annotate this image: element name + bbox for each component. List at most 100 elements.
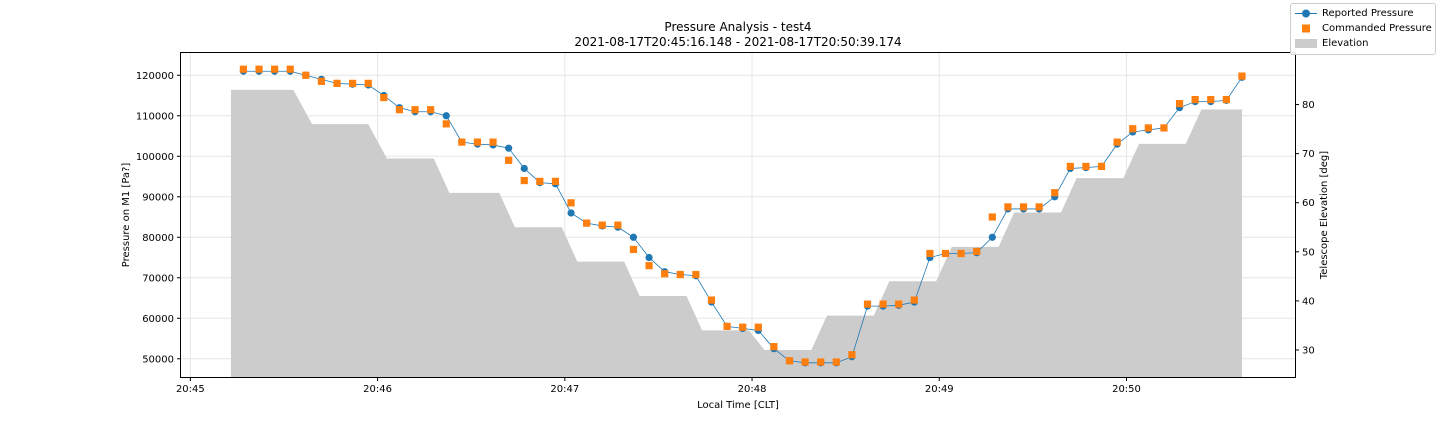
y2-tick-label: 50 xyxy=(1302,247,1315,258)
commanded-pressure-point xyxy=(941,249,950,258)
commanded-pressure-point xyxy=(957,249,965,258)
x-tick-label: 20:49 xyxy=(925,384,954,395)
commanded-pressure-point xyxy=(645,262,653,270)
commanded-pressure-point xyxy=(832,358,840,366)
commanded-pressure-point xyxy=(473,138,482,146)
commanded-pressure-point xyxy=(661,270,669,278)
commanded-pressure-point xyxy=(1035,203,1043,211)
commanded-pressure-point xyxy=(926,249,934,258)
commanded-pressure-point xyxy=(614,221,622,229)
commanded-pressure-point xyxy=(1191,95,1199,104)
commanded-pressure-point xyxy=(598,221,606,229)
chart-subtitle: 2021-08-17T20:45:16.148 - 2021-08-17T20:… xyxy=(574,35,901,49)
commanded-pressure-point xyxy=(1144,124,1152,132)
commanded-pressure-point xyxy=(1222,95,1230,104)
commanded-pressure-point xyxy=(1066,162,1074,170)
commanded-pressure-point xyxy=(1113,138,1121,146)
y-tick-label: 90000 xyxy=(142,192,174,203)
commanded-pressure-point xyxy=(1129,125,1137,133)
commanded-pressure-point xyxy=(817,358,825,366)
series-marker-layer xyxy=(239,65,1246,367)
commanded-pressure-point xyxy=(1175,100,1184,108)
commanded-pressure-point xyxy=(676,270,684,279)
y2-tick-label: 60 xyxy=(1302,198,1315,209)
y-axis-label: Pressure on M1 [Pa?] xyxy=(121,163,132,268)
commanded-pressure-point xyxy=(754,323,762,331)
commanded-pressure-point xyxy=(1082,162,1090,170)
elevation-area xyxy=(230,89,1242,378)
x-axis-label: Local Time [CLT] xyxy=(697,400,779,411)
commanded-pressure-point xyxy=(1051,189,1059,197)
x-tick-label: 20:47 xyxy=(550,384,579,395)
legend-label-elevation: Elevation xyxy=(1322,38,1369,49)
commanded-pressure-point xyxy=(848,351,856,359)
y-tick-label: 120000 xyxy=(136,71,174,82)
y-tick-label: 80000 xyxy=(142,233,174,244)
commanded-pressure-point xyxy=(536,177,544,185)
commanded-pressure-point xyxy=(692,270,700,279)
reported-pressure-point xyxy=(645,253,653,262)
x-tick-label: 20:46 xyxy=(363,384,392,395)
reported-pressure-point xyxy=(567,209,575,217)
reported-pressure-point xyxy=(442,112,450,120)
commanded-pressure-point xyxy=(505,156,513,164)
plot-frame xyxy=(180,52,1296,378)
commanded-pressure-point xyxy=(364,79,372,87)
commanded-pressure-point xyxy=(567,199,575,207)
commanded-pressure-point xyxy=(863,300,872,308)
commanded-pressure-point xyxy=(1019,203,1028,211)
commanded-pressure-point xyxy=(988,213,996,221)
commanded-pressure-point xyxy=(879,300,887,308)
commanded-pressure-point xyxy=(239,65,248,73)
legend-area-swatch xyxy=(1295,39,1317,48)
x-axis-ticks: 20:45 20:46 20:47 20:48 20:49 20:50 xyxy=(176,377,1141,395)
x-tick-label: 20:48 xyxy=(738,384,767,395)
reported-pressure-point xyxy=(505,144,513,152)
commanded-pressure-point xyxy=(520,176,528,185)
legend-square-marker xyxy=(1302,24,1310,33)
x-tick-label: 20:45 xyxy=(176,384,205,395)
commanded-pressure-point xyxy=(1004,203,1012,211)
commanded-pressure-point xyxy=(302,71,310,79)
commanded-pressure-point xyxy=(707,296,716,304)
y-axis-ticks: 50000 60000 70000 80000 90000 100000 110000 120… xyxy=(136,71,181,365)
y-tick-label: 60000 xyxy=(142,314,174,325)
commanded-pressure-point xyxy=(723,322,731,330)
legend-label-commanded: Commanded Pressure xyxy=(1322,23,1432,34)
y2-axis-ticks: 30 40 50 60 70 80 xyxy=(1295,100,1315,357)
commanded-pressure-point xyxy=(1160,124,1168,132)
commanded-pressure-point xyxy=(271,65,279,73)
y-tick-label: 70000 xyxy=(142,273,174,284)
commanded-pressure-point xyxy=(973,247,981,256)
y2-tick-label: 40 xyxy=(1302,296,1315,307)
reported-pressure-point xyxy=(988,233,996,241)
y2-tick-label: 80 xyxy=(1302,100,1315,111)
legend-line-circle-marker xyxy=(1295,9,1317,18)
legend-label-reported: Reported Pressure xyxy=(1322,8,1414,19)
commanded-pressure-point xyxy=(286,65,294,73)
reported-pressure-point xyxy=(520,164,528,173)
y2-tick-label: 30 xyxy=(1302,346,1315,357)
commanded-pressure-point xyxy=(427,106,435,114)
commanded-pressure-point xyxy=(629,245,638,254)
y-tick-label: 110000 xyxy=(136,111,174,122)
commanded-pressure-point xyxy=(801,358,809,366)
commanded-pressure-point xyxy=(333,79,341,87)
commanded-pressure-point xyxy=(349,79,357,87)
y-tick-label: 50000 xyxy=(142,354,174,365)
x-tick-label: 20:50 xyxy=(1112,384,1141,395)
commanded-pressure-point xyxy=(895,300,903,308)
legend: Reported Pressure Commanded Pressure Ele… xyxy=(1290,3,1436,55)
commanded-pressure-point xyxy=(1097,162,1106,170)
commanded-pressure-point xyxy=(395,106,404,114)
chart-title: Pressure Analysis - test4 xyxy=(664,20,811,34)
commanded-pressure-point xyxy=(770,343,778,351)
commanded-pressure-point xyxy=(255,65,263,73)
y2-tick-label: 70 xyxy=(1302,149,1315,160)
commanded-pressure-point xyxy=(785,357,794,365)
commanded-pressure-point xyxy=(739,323,747,331)
commanded-pressure-point xyxy=(489,138,497,146)
commanded-pressure-point xyxy=(380,93,388,102)
commanded-pressure-point xyxy=(411,106,419,114)
